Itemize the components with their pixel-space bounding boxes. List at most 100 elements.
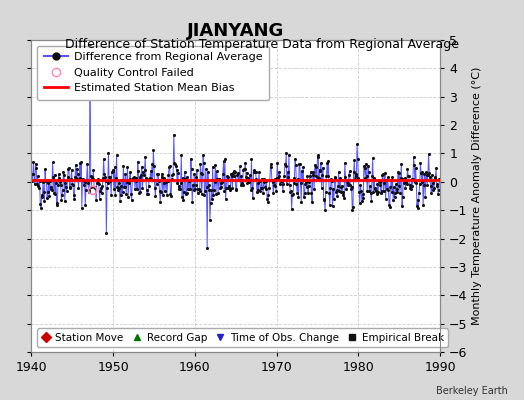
Point	[249, 169, 258, 176]
Point	[275, 169, 283, 176]
Point	[103, 184, 111, 191]
Point	[39, 189, 48, 196]
Point	[290, 175, 299, 181]
Point	[354, 156, 362, 162]
Point	[64, 164, 73, 171]
Point	[50, 172, 59, 178]
Point	[324, 158, 333, 164]
Point	[270, 183, 279, 189]
Point	[49, 174, 58, 180]
Point	[72, 175, 81, 182]
Point	[180, 168, 189, 175]
Point	[216, 185, 224, 191]
Point	[339, 188, 347, 195]
Point	[105, 174, 113, 180]
Point	[247, 186, 255, 193]
Point	[394, 169, 402, 175]
Point	[39, 179, 47, 185]
Point	[200, 192, 209, 198]
Point	[81, 202, 90, 208]
Point	[139, 169, 147, 175]
Point	[380, 180, 388, 186]
Point	[126, 169, 134, 175]
Point	[363, 187, 372, 194]
Point	[266, 161, 275, 167]
Point	[386, 184, 395, 191]
Point	[386, 204, 394, 210]
Point	[316, 168, 324, 174]
Point	[89, 187, 97, 194]
Point	[325, 201, 334, 208]
Point	[307, 169, 315, 175]
Point	[214, 176, 223, 182]
Point	[422, 169, 430, 176]
Point	[288, 192, 297, 198]
Point	[52, 179, 60, 186]
Point	[149, 146, 158, 153]
Point	[260, 176, 269, 182]
Point	[141, 154, 149, 160]
Point	[37, 192, 46, 198]
Point	[220, 158, 228, 164]
Point	[37, 204, 45, 211]
Point	[163, 192, 171, 198]
Point	[227, 171, 235, 177]
Point	[352, 171, 360, 178]
Point	[336, 175, 344, 181]
Point	[80, 178, 89, 185]
Point	[66, 184, 74, 190]
Point	[57, 182, 65, 189]
Point	[420, 170, 429, 177]
Point	[100, 156, 108, 162]
Point	[314, 152, 322, 158]
Point	[192, 174, 201, 180]
Point	[353, 141, 361, 148]
Point	[34, 182, 42, 189]
Point	[366, 190, 375, 196]
Point	[122, 191, 130, 197]
Point	[223, 173, 231, 180]
Point	[190, 171, 199, 177]
Point	[111, 164, 119, 170]
Point	[105, 174, 114, 180]
Point	[144, 191, 152, 198]
Point	[379, 171, 387, 178]
Point	[257, 175, 266, 182]
Point	[43, 189, 52, 196]
Point	[343, 178, 351, 184]
Point	[320, 196, 328, 202]
Point	[350, 157, 358, 163]
Point	[201, 188, 209, 194]
Point	[388, 174, 397, 180]
Point	[55, 175, 63, 181]
Legend: Station Move, Record Gap, Time of Obs. Change, Empirical Break: Station Move, Record Gap, Time of Obs. C…	[37, 328, 448, 347]
Point	[131, 185, 139, 192]
Point	[346, 182, 354, 189]
Point	[361, 164, 369, 171]
Point	[300, 194, 308, 200]
Point	[433, 182, 442, 189]
Point	[284, 174, 292, 180]
Point	[79, 177, 88, 183]
Point	[114, 186, 122, 193]
Point	[213, 176, 222, 182]
Point	[262, 178, 270, 184]
Point	[311, 173, 320, 180]
Point	[241, 160, 249, 166]
Point	[117, 192, 126, 198]
Point	[118, 176, 126, 183]
Point	[322, 189, 330, 195]
Point	[268, 177, 276, 183]
Point	[98, 183, 106, 190]
Point	[323, 160, 331, 166]
Point	[102, 178, 110, 185]
Point	[421, 194, 429, 200]
Point	[357, 188, 365, 195]
Point	[431, 174, 440, 180]
Point	[315, 166, 324, 173]
Point	[272, 175, 281, 181]
Point	[67, 176, 75, 182]
Point	[235, 177, 243, 183]
Point	[41, 178, 50, 184]
Point	[381, 196, 390, 202]
